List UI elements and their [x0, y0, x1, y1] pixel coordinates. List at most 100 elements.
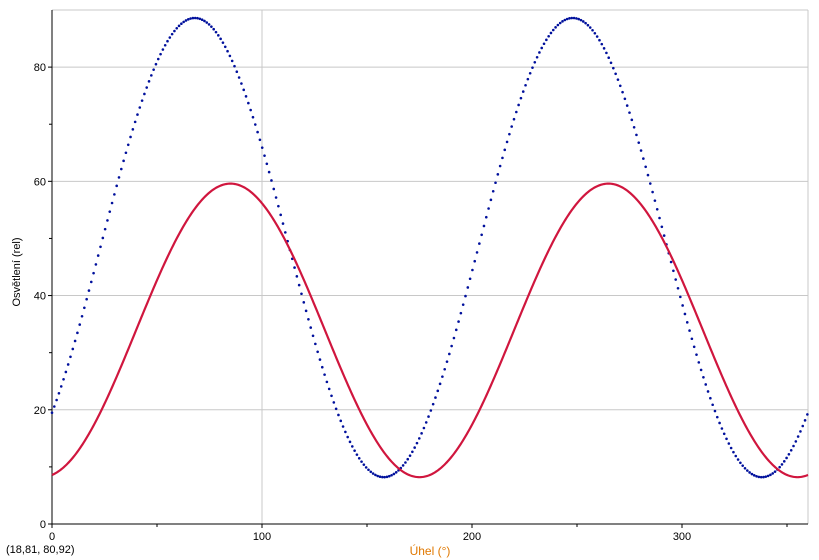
- series-1-point: [478, 242, 481, 245]
- series-1-point: [748, 471, 751, 474]
- series-1-point: [115, 184, 118, 188]
- series-1-point: [713, 409, 717, 413]
- y-axis-title: Osvětlení (rel): [11, 237, 23, 306]
- series-1-point: [498, 164, 502, 168]
- series-1-point: [646, 173, 650, 177]
- series-1-point: [274, 196, 278, 199]
- series-1-point: [535, 55, 539, 59]
- series-1-point: [655, 207, 659, 211]
- series-1-point: [484, 215, 488, 219]
- series-1-point: [690, 337, 694, 341]
- series-1-point: [762, 475, 765, 479]
- series-1-point: [221, 41, 225, 44]
- series-1-point: [445, 360, 449, 363]
- series-1-point: [561, 20, 564, 23]
- series-1-point: [595, 35, 599, 38]
- series-1-point: [568, 17, 571, 20]
- series-1-point: [542, 42, 546, 46]
- series-1-point: [318, 358, 322, 361]
- series-1-point: [362, 463, 366, 466]
- series-1-point: [223, 45, 227, 49]
- series-1-point: [688, 329, 691, 332]
- series-1-point: [515, 110, 518, 114]
- series-1-point: [293, 266, 296, 269]
- series-1-point: [325, 380, 329, 384]
- series-1-point: [769, 473, 772, 477]
- series-1-point: [681, 304, 684, 307]
- series-1-point: [588, 26, 592, 29]
- series-1-point: [778, 465, 781, 469]
- series-1-point: [755, 475, 758, 478]
- series-1-point: [491, 189, 495, 193]
- series-1-point: [570, 16, 574, 20]
- series-1-point: [378, 475, 382, 479]
- series-1-point: [459, 311, 463, 315]
- series-1-point: [367, 468, 370, 472]
- series-1-point: [170, 32, 174, 36]
- series-1-point: [582, 20, 585, 23]
- series-1-point: [558, 21, 562, 25]
- series-1-point: [436, 389, 440, 393]
- series-1-point: [198, 17, 202, 21]
- series-1-point: [381, 475, 384, 479]
- series-1-point: [598, 38, 601, 42]
- series-1-point: [711, 403, 714, 407]
- series-1-point: [80, 314, 84, 318]
- series-1-point: [572, 16, 576, 20]
- series-1-point: [503, 148, 507, 152]
- series-1-point: [150, 74, 153, 77]
- series-1-point: [454, 328, 458, 332]
- grid-lines: [52, 9, 809, 524]
- series-1-point: [106, 219, 109, 222]
- series-1-point: [316, 350, 319, 354]
- series-1-point: [346, 435, 349, 439]
- series-1-point: [623, 97, 627, 101]
- series-1-point: [699, 368, 703, 372]
- series-1-point: [307, 317, 310, 321]
- series-1-point: [685, 321, 689, 324]
- series-1-point: [741, 464, 744, 467]
- series-1-point: [637, 141, 641, 144]
- series-1-point: [175, 26, 179, 30]
- series-1-point: [376, 474, 380, 478]
- series-2-line: [51, 182, 809, 479]
- series-1-point: [205, 21, 209, 24]
- series-1-point: [173, 29, 176, 33]
- series-1-point: [575, 17, 578, 20]
- series-1-point: [616, 78, 620, 81]
- series-1-point: [191, 16, 195, 20]
- series-1-point: [87, 289, 91, 292]
- series-1-point: [272, 187, 276, 191]
- series-1-point: [639, 149, 643, 152]
- series-1-point: [480, 233, 483, 237]
- series-1-point: [337, 413, 340, 417]
- series-1-point: [230, 59, 234, 63]
- series-1-point: [50, 411, 54, 415]
- series-1-point: [339, 419, 343, 423]
- series-1-point: [448, 352, 451, 356]
- series-1-point: [621, 90, 624, 94]
- series-1-point: [533, 61, 537, 64]
- series-1-point: [607, 56, 611, 59]
- series-1-point: [279, 213, 282, 217]
- series-1-point: [734, 454, 738, 458]
- series-1-point: [344, 430, 347, 434]
- series-1-point: [78, 323, 82, 326]
- series-1-point: [96, 254, 100, 257]
- series-1-point: [311, 334, 315, 338]
- series-1-point: [702, 375, 705, 379]
- series-1-point: [538, 51, 541, 54]
- series-1-point: [166, 39, 169, 43]
- series-1-point: [62, 377, 65, 381]
- series-1-point: [387, 474, 391, 478]
- series-1-point: [71, 347, 75, 351]
- x-tick-label: 200: [463, 531, 481, 543]
- series-1-point: [556, 23, 560, 27]
- series-1-point: [526, 77, 530, 81]
- series-1-point: [89, 280, 93, 284]
- series-1-point: [270, 179, 273, 182]
- series-1-point: [341, 425, 345, 428]
- series-1-point: [612, 66, 615, 70]
- series-1-point: [281, 222, 285, 225]
- series-1-point: [672, 269, 675, 273]
